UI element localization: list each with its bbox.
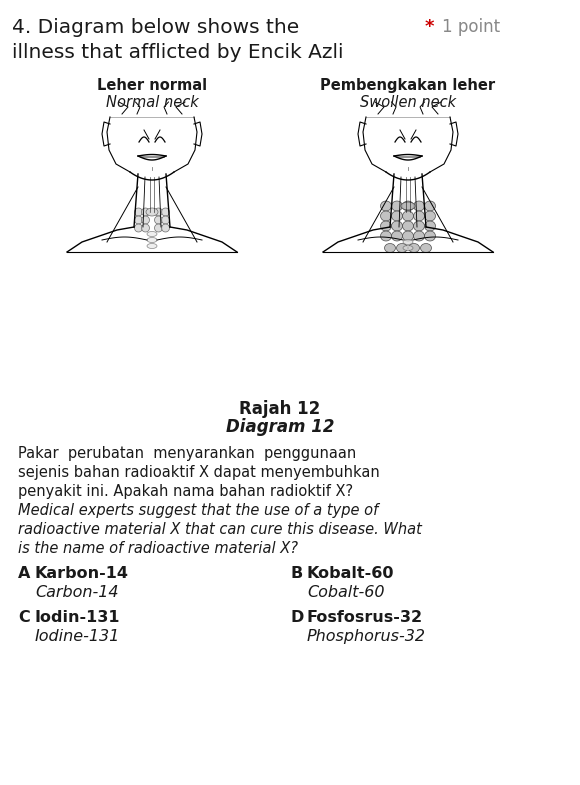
Ellipse shape bbox=[142, 208, 150, 216]
Text: Swollen neck: Swollen neck bbox=[360, 95, 456, 110]
Text: illness that afflicted by Encik Azli: illness that afflicted by Encik Azli bbox=[12, 43, 343, 62]
Text: B: B bbox=[290, 566, 302, 581]
Ellipse shape bbox=[161, 216, 169, 224]
Text: Medical experts suggest that the use of a type of: Medical experts suggest that the use of … bbox=[18, 503, 378, 518]
Text: A: A bbox=[18, 566, 30, 581]
Ellipse shape bbox=[403, 246, 413, 250]
Text: Phosphorus-32: Phosphorus-32 bbox=[307, 629, 426, 644]
Ellipse shape bbox=[142, 216, 150, 224]
Ellipse shape bbox=[135, 224, 143, 232]
Text: 4. Diagram below shows the: 4. Diagram below shows the bbox=[12, 18, 299, 37]
Ellipse shape bbox=[425, 221, 436, 231]
Ellipse shape bbox=[414, 231, 425, 241]
Text: C: C bbox=[18, 610, 30, 625]
Ellipse shape bbox=[161, 208, 169, 216]
Text: *: * bbox=[425, 18, 434, 36]
Ellipse shape bbox=[146, 208, 158, 216]
Ellipse shape bbox=[147, 232, 157, 236]
Ellipse shape bbox=[425, 211, 436, 221]
Ellipse shape bbox=[392, 201, 403, 211]
Ellipse shape bbox=[147, 238, 157, 243]
Text: Fosfosrus-32: Fosfosrus-32 bbox=[307, 610, 423, 625]
Ellipse shape bbox=[403, 201, 414, 211]
Ellipse shape bbox=[161, 224, 169, 232]
Text: Cobalt-60: Cobalt-60 bbox=[307, 585, 385, 600]
Text: Karbon-14: Karbon-14 bbox=[35, 566, 129, 581]
Ellipse shape bbox=[392, 221, 403, 231]
Ellipse shape bbox=[392, 211, 403, 221]
Text: radioactive material X that can cure this disease. What: radioactive material X that can cure thi… bbox=[18, 522, 422, 537]
Ellipse shape bbox=[403, 221, 414, 231]
Ellipse shape bbox=[420, 243, 432, 253]
Ellipse shape bbox=[385, 243, 396, 253]
Text: 1 point: 1 point bbox=[442, 18, 500, 36]
Ellipse shape bbox=[380, 231, 392, 241]
Ellipse shape bbox=[397, 243, 408, 253]
Ellipse shape bbox=[403, 239, 413, 244]
Text: Kobalt-60: Kobalt-60 bbox=[307, 566, 394, 581]
Text: Iodin-131: Iodin-131 bbox=[35, 610, 121, 625]
Text: Pakar  perubatan  menyarankan  penggunaan: Pakar perubatan menyarankan penggunaan bbox=[18, 446, 356, 461]
Text: Carbon-14: Carbon-14 bbox=[35, 585, 118, 600]
Ellipse shape bbox=[135, 216, 143, 224]
Ellipse shape bbox=[154, 208, 162, 216]
Text: Leher normal: Leher normal bbox=[97, 78, 207, 93]
Ellipse shape bbox=[414, 211, 425, 221]
Ellipse shape bbox=[403, 231, 414, 241]
Ellipse shape bbox=[414, 221, 425, 231]
Ellipse shape bbox=[142, 224, 150, 232]
Ellipse shape bbox=[380, 201, 392, 211]
Ellipse shape bbox=[425, 201, 436, 211]
Ellipse shape bbox=[401, 202, 415, 210]
Ellipse shape bbox=[147, 243, 157, 249]
Text: Normal neck: Normal neck bbox=[106, 95, 198, 110]
Ellipse shape bbox=[414, 201, 425, 211]
Text: Rajah 12: Rajah 12 bbox=[240, 400, 321, 418]
Ellipse shape bbox=[403, 211, 414, 221]
Ellipse shape bbox=[425, 231, 436, 241]
Ellipse shape bbox=[408, 243, 419, 253]
Ellipse shape bbox=[154, 224, 162, 232]
Text: penyakit ini. Apakah nama bahan radioktif X?: penyakit ini. Apakah nama bahan radiokti… bbox=[18, 484, 353, 499]
Text: D: D bbox=[290, 610, 303, 625]
Ellipse shape bbox=[135, 208, 143, 216]
Text: Diagram 12: Diagram 12 bbox=[226, 418, 334, 436]
Text: Pembengkakan leher: Pembengkakan leher bbox=[320, 78, 495, 93]
Text: is the name of radioactive material X?: is the name of radioactive material X? bbox=[18, 541, 298, 556]
Text: Iodine-131: Iodine-131 bbox=[35, 629, 120, 644]
Ellipse shape bbox=[380, 221, 392, 231]
Ellipse shape bbox=[154, 216, 162, 224]
Ellipse shape bbox=[380, 211, 392, 221]
Text: sejenis bahan radioaktif X dapat menyembuhkan: sejenis bahan radioaktif X dapat menyemb… bbox=[18, 465, 380, 480]
Ellipse shape bbox=[392, 231, 403, 241]
